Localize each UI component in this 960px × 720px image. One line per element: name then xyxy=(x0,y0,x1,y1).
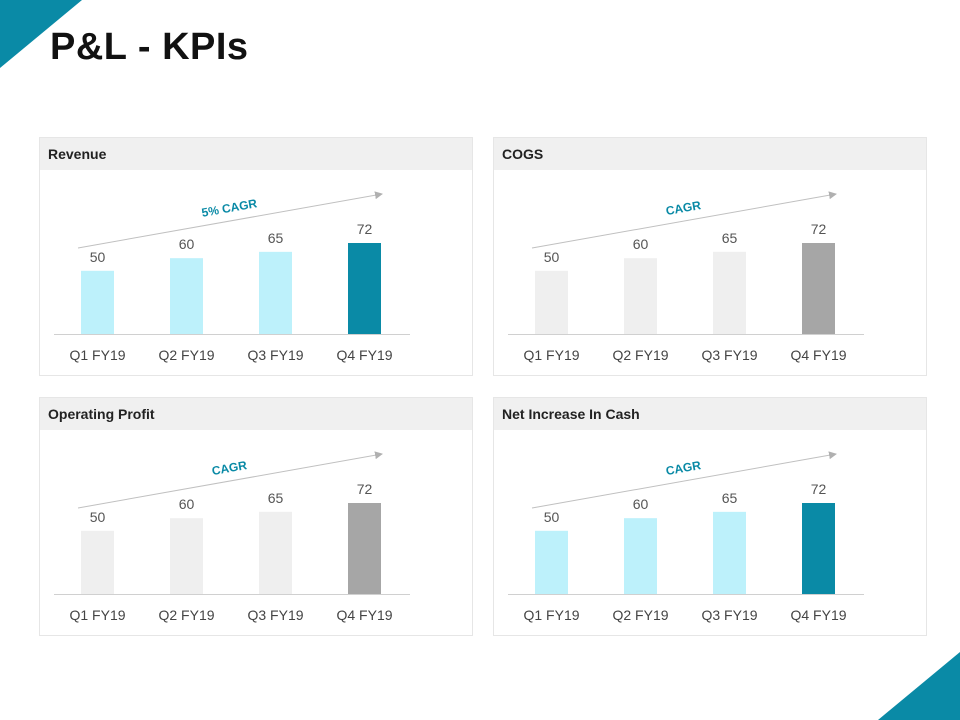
data-label: 72 xyxy=(357,221,373,237)
bar xyxy=(348,503,381,594)
data-label: 50 xyxy=(90,509,106,525)
data-label: 60 xyxy=(179,236,195,252)
cagr-arrow xyxy=(77,451,383,509)
cagr-annotation: CAGR xyxy=(211,458,249,478)
data-label: 60 xyxy=(633,496,649,512)
net-increase-in-cash-panel: Net Increase In Cash CAGR 50 Q1 FY19 60 Q2 F… xyxy=(493,397,927,636)
data-label: 65 xyxy=(268,230,284,246)
data-label: 50 xyxy=(544,249,560,265)
x-tick-label: Q2 FY19 xyxy=(612,607,668,623)
bar xyxy=(535,530,568,594)
data-label: 72 xyxy=(811,221,827,237)
x-tick-label: Q2 FY19 xyxy=(158,347,214,363)
cagr-arrow xyxy=(531,451,837,509)
data-label: 65 xyxy=(268,490,284,506)
cogs-panel: COGS CAGR 50 Q1 FY19 60 Q2 FY19 65 Q3 FY19 72 Q4… xyxy=(493,137,927,376)
bar xyxy=(802,503,835,594)
x-tick-label: Q2 FY19 xyxy=(158,607,214,623)
data-label: 50 xyxy=(90,249,106,265)
cogs-chart: CAGR 50 Q1 FY19 60 Q2 FY19 65 Q3 FY19 72 Q4 FY19 xyxy=(508,191,864,363)
x-tick-label: Q1 FY19 xyxy=(69,607,125,623)
operating-profit-chart: CAGR 50 Q1 FY19 60 Q2 FY19 65 Q3 FY19 72 Q4 FY19 xyxy=(54,451,410,623)
panel-title: Net Increase In Cash xyxy=(494,398,926,430)
bar xyxy=(713,251,746,334)
bar xyxy=(802,243,835,334)
net-increase-in-cash-chart: CAGR 50 Q1 FY19 60 Q2 FY19 65 Q3 FY19 72 Q4 FY19 xyxy=(508,451,864,623)
x-tick-label: Q2 FY19 xyxy=(612,347,668,363)
revenue-chart: 5% CAGR 50 Q1 FY19 60 Q2 FY19 65 Q3 FY19 72 Q4 F… xyxy=(54,191,410,363)
cagr-arrow xyxy=(77,191,383,249)
bar xyxy=(535,270,568,334)
bar xyxy=(170,518,203,594)
panel-title: COGS xyxy=(494,138,926,170)
cagr-annotation: CAGR xyxy=(665,458,703,478)
x-tick-label: Q4 FY19 xyxy=(336,607,392,623)
data-label: 72 xyxy=(811,481,827,497)
bar xyxy=(81,270,114,334)
panel-title: Revenue xyxy=(40,138,472,170)
bar xyxy=(259,251,292,334)
data-label: 65 xyxy=(722,490,738,506)
bar xyxy=(348,243,381,334)
bar xyxy=(81,530,114,594)
x-tick-label: Q1 FY19 xyxy=(69,347,125,363)
cagr-arrow xyxy=(531,191,837,249)
cagr-annotation: CAGR xyxy=(665,198,703,218)
x-tick-label: Q4 FY19 xyxy=(336,347,392,363)
x-tick-label: Q3 FY19 xyxy=(701,607,757,623)
cagr-annotation: 5% CAGR xyxy=(201,196,259,220)
x-tick-label: Q3 FY19 xyxy=(247,607,303,623)
x-tick-label: Q4 FY19 xyxy=(790,347,846,363)
x-tick-label: Q4 FY19 xyxy=(790,607,846,623)
data-label: 60 xyxy=(633,236,649,252)
page-title: P&L - KPIs xyxy=(50,26,249,68)
data-label: 65 xyxy=(722,230,738,246)
x-tick-label: Q3 FY19 xyxy=(247,347,303,363)
bar xyxy=(259,511,292,594)
panel-title: Operating Profit xyxy=(40,398,472,430)
bar xyxy=(624,258,657,334)
corner-decoration-bottom-right xyxy=(878,652,960,720)
data-label: 50 xyxy=(544,509,560,525)
x-tick-label: Q3 FY19 xyxy=(701,347,757,363)
x-tick-label: Q1 FY19 xyxy=(523,607,579,623)
bar xyxy=(170,258,203,334)
corner-decoration-top-left xyxy=(0,0,82,68)
operating-profit-panel: Operating Profit CAGR 50 Q1 FY19 60 Q2 FY19 6… xyxy=(39,397,473,636)
data-label: 72 xyxy=(357,481,373,497)
bar xyxy=(624,518,657,594)
x-tick-label: Q1 FY19 xyxy=(523,347,579,363)
bar xyxy=(713,511,746,594)
revenue-panel: Revenue 5% CAGR 50 Q1 FY19 60 Q2 FY19 65 Q3 FY… xyxy=(39,137,473,376)
data-label: 60 xyxy=(179,496,195,512)
